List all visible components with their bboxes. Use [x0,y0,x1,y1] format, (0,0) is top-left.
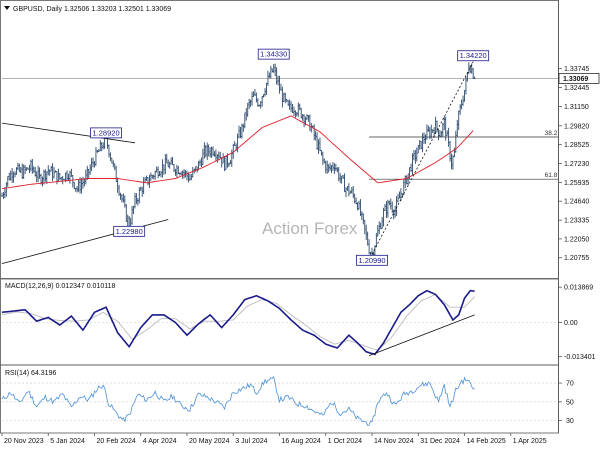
price-y-tick-label: 1.28525 [564,142,589,149]
macd-panel-frame [0,278,559,366]
svg-text:1.28920: 1.28920 [93,128,120,137]
macd-signal-line [1,293,475,352]
x-tick-label: 31 Dec 2024 [420,438,460,445]
price-panel-header: GBPUSD, Daily 1.32506 1.33203 1.32501 1.… [13,6,171,13]
svg-text:1.34220: 1.34220 [460,51,487,60]
rsi-line [1,375,475,427]
rsi-panel-frame [0,364,559,434]
rsi-y-tick-label: 30 [566,418,574,425]
macd-panel-header: MACD(12,26,9) 0.012347 0.010118 [5,283,115,290]
rsi-panel-header: RSI(14) 64.3196 [5,370,56,377]
price-y-tick-label: 1.32445 [564,85,589,92]
price-plot: 38.2 61.8 1.28920 1.22980 1.34330 1.20990 1.34… [1,48,558,266]
svg-text:1.22980: 1.22980 [116,227,143,236]
header-triangle-icon [4,6,10,10]
rsi-plot [1,375,558,427]
x-tick-label: 20 May 2024 [189,438,230,445]
x-tick-label: 20 Feb 2024 [97,438,136,445]
svg-text:1.34330: 1.34330 [260,50,287,59]
price-label-1-34330: 1.34330 [257,48,290,60]
moving-average-line [1,115,474,190]
macd-line [1,289,475,356]
price-y-tick-label: 1.25935 [564,180,589,187]
x-tick-label: 16 Aug 2024 [282,438,321,445]
macd-y-tick-label: -0.013401 [564,354,596,361]
macd-trendline [368,314,475,357]
macd-y-tick-label: 0.013869 [564,285,593,292]
trendline-1 [1,122,136,144]
price-y-tick-label: 1.20755 [564,255,589,262]
watermark: Action Forex [262,219,358,238]
fib-label: 38.2 [545,130,558,137]
fib-label: 61.8 [545,172,558,179]
last-price-marker: 1.33069 [558,73,600,84]
rsi-y-tick-label: 70 [566,381,574,388]
axes: 1.33745 1.32445 1.31150 1.29820 1.28525 1.272… [1,66,600,445]
price-y-tick-label: 1.29820 [564,123,589,130]
macd-y-tick-label: 0.00 [564,320,578,327]
price-y-tick-label: 1.33745 [564,66,589,73]
x-tick-label: 1 Oct 2024 [328,438,362,445]
price-label-1-22980: 1.22980 [113,225,146,237]
price-label-1-20990: 1.20990 [356,254,388,266]
x-tick-label: 4 Apr 2024 [143,438,177,445]
price-y-tick-label: 1.23335 [564,218,589,225]
rsi-y-tick-label: 50 [566,399,574,406]
x-tick-label: 5 Jan 2024 [50,438,85,445]
price-label-1-34220: 1.34220 [457,50,490,62]
x-tick-label: 14 Feb 2025 [467,438,506,445]
svg-text:1.20990: 1.20990 [358,256,385,265]
x-tick-label: 14 Nov 2024 [374,438,414,445]
trendline-3 [371,61,474,255]
price-y-tick-label: 1.22050 [564,236,589,243]
price-label-1-28920: 1.28920 [90,127,122,139]
macd-plot [1,289,558,357]
price-y-tick-label: 1.27230 [564,161,589,168]
x-tick-label: 1 Apr 2025 [513,438,547,445]
price-y-tick-label: 1.31150 [564,104,589,111]
price-y-tick-label: 1.24640 [564,199,589,206]
x-tick-label: 3 Jul 2024 [235,438,267,445]
x-tick-label: 20 Nov 2023 [4,438,44,445]
svg-text:1.33069: 1.33069 [563,76,588,83]
